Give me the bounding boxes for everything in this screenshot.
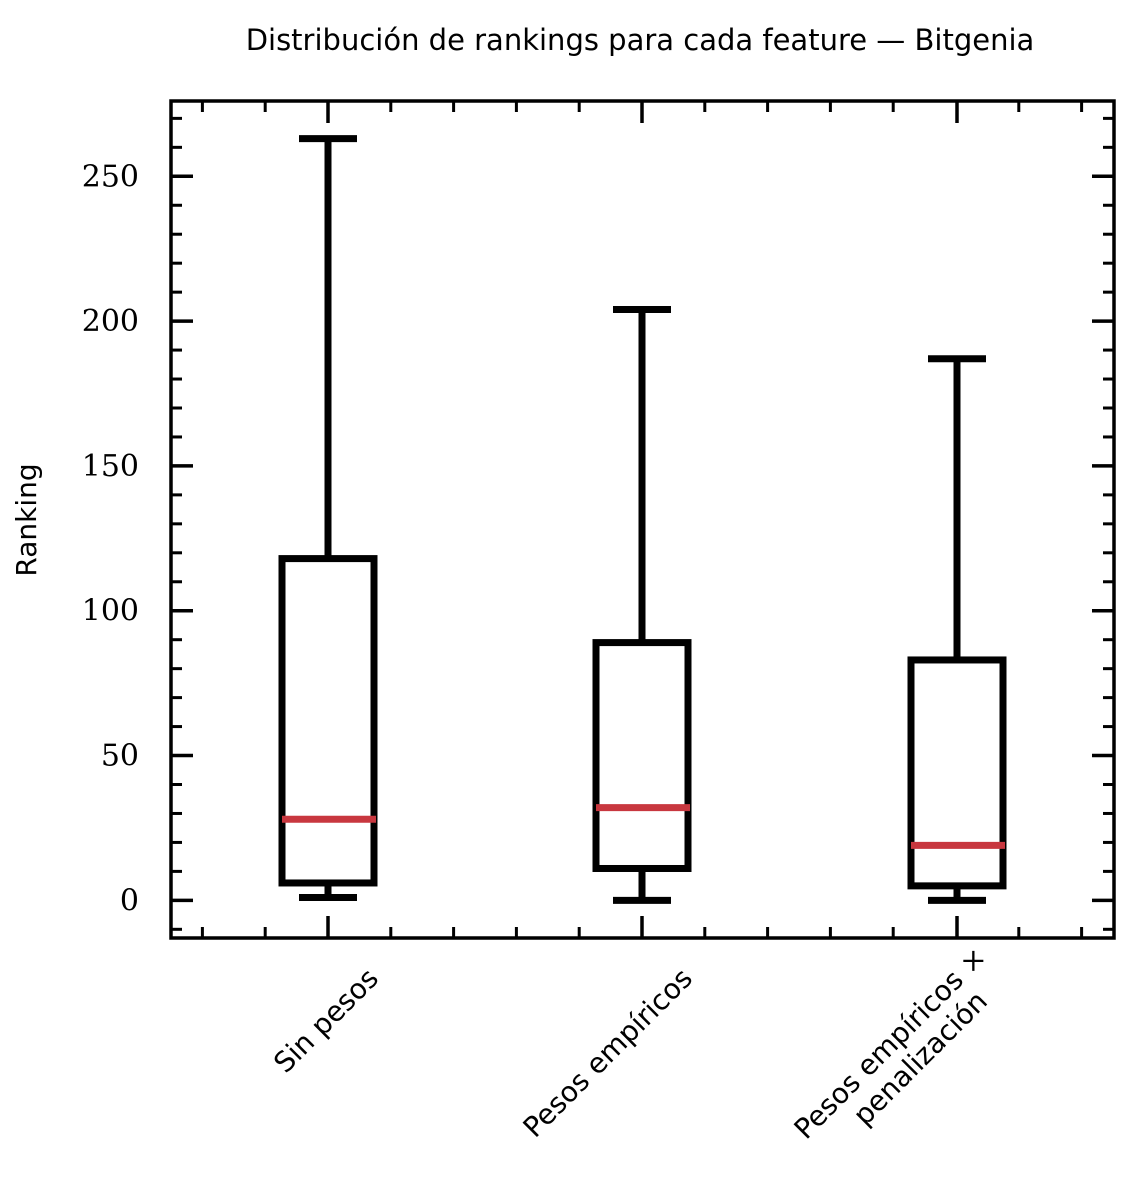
boxes [278,135,1007,904]
box-group [278,135,378,901]
y-tick-label: 50 [101,739,139,774]
x-tick-label: Sin pesos [267,962,385,1080]
x-tick-label: Pesos empíricos [517,962,699,1144]
y-tick-label: 100 [82,594,139,629]
x-tick-label-line: Pesos empíricos [517,962,699,1144]
y-axis-label: Ranking [10,463,43,576]
chart-title: Distribución de rankings para cada featu… [246,23,1035,57]
y-tick-label: 250 [82,159,139,194]
box-group [592,306,692,904]
box-group [907,355,1007,904]
x-tick-label-line: Pesos empíricos × [788,940,993,1145]
y-tick-label: 200 [82,304,139,339]
x-tick-label: Pesos empíricos ×penalización [788,940,1016,1168]
y-tick-label: 0 [120,883,139,918]
y-tick-label: 150 [82,449,139,484]
box [592,639,692,872]
box [907,656,1007,890]
box [278,555,378,887]
x-tick-label-line: Sin pesos [267,962,385,1080]
